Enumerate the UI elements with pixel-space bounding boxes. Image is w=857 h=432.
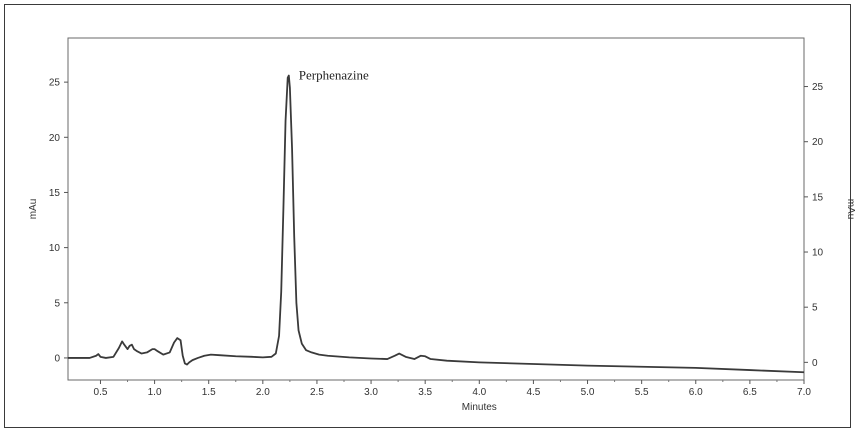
y-axis-title-right: mAu [845, 199, 856, 220]
y-tick-label-left: 15 [49, 188, 61, 199]
x-tick-label: 2.5 [310, 387, 324, 398]
y-tick-label-right: 25 [812, 82, 824, 93]
plot-layer [67, 37, 805, 381]
y-tick-label-right: 10 [812, 248, 824, 259]
tick-layer: 0.5 1.0 1.5 2.0 2.5 3.0 3.5 4.0 4.5 5.0 5.5 6.0 6.5 7… [49, 78, 824, 398]
x-tick-label: 7.0 [797, 387, 811, 398]
y-tick-label-left: 20 [49, 133, 61, 144]
x-tick-label: 5.5 [635, 387, 649, 398]
x-tick-label: 6.0 [689, 387, 703, 398]
peak-annotation: Perphenazine [299, 68, 369, 83]
y-tick-label-right: 0 [812, 358, 818, 369]
x-tick-label: 3.0 [364, 387, 378, 398]
x-tick-label: 1.0 [148, 387, 162, 398]
y-tick-label-left: 25 [49, 78, 61, 89]
x-axis-title: Minutes [462, 402, 497, 413]
x-tick-label: 3.5 [418, 387, 432, 398]
y-tick-label-left: 10 [49, 243, 61, 254]
x-tick-label: 6.5 [743, 387, 757, 398]
x-tick-label: 2.0 [256, 387, 270, 398]
y-tick-label-right: 20 [812, 137, 824, 148]
x-tick-label: 0.5 [94, 387, 108, 398]
chromatogram-trace [68, 74, 805, 374]
y-tick-label-left: 5 [54, 298, 60, 309]
x-tick-label: 5.0 [581, 387, 595, 398]
y-tick-label-right: 15 [812, 192, 824, 203]
x-tick-label: 4.5 [526, 387, 540, 398]
plot-area [67, 37, 805, 381]
y-tick-label-right: 5 [812, 303, 818, 314]
y-axis-title-left: mAu [28, 199, 39, 220]
x-tick-label: 4.0 [472, 387, 486, 398]
y-tick-label-left: 0 [54, 353, 60, 364]
x-tick-label: 1.5 [202, 387, 216, 398]
